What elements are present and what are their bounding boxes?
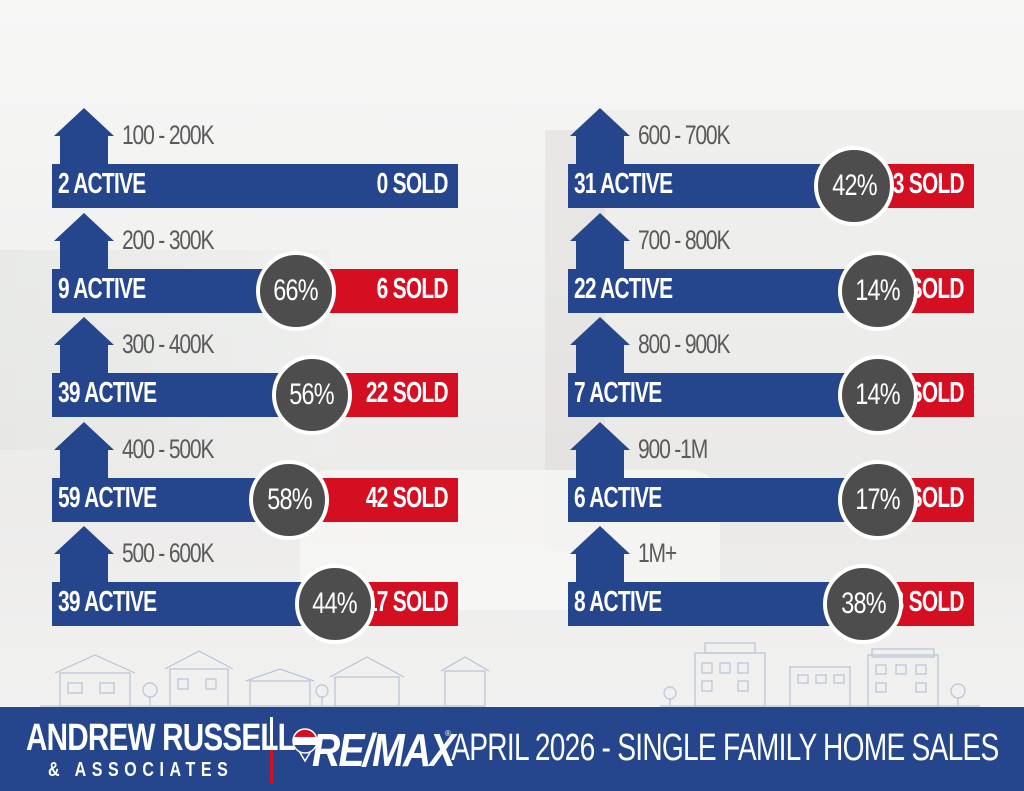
percent-circle: 58% [249, 459, 330, 540]
sold-count-label: 22 SOLD [366, 377, 449, 409]
active-segment [568, 477, 878, 522]
percent-circle: 38% [823, 564, 904, 644]
price-row: 900 -1M 6 ACTIVE 1 SOLD 17% [568, 420, 974, 540]
percent-circle: 17% [838, 459, 918, 540]
percent-circle: 56% [271, 355, 352, 435]
active-sold-bar: 31 ACTIVE 13 SOLD [568, 164, 974, 208]
percent-circle: 14% [838, 250, 918, 331]
brand-subtitle: & ASSOCIATES [48, 759, 234, 781]
active-count-label: 8 ACTIVE [574, 586, 662, 618]
price-row: 700 - 800K 22 ACTIVE 3 SOLD 14% [568, 211, 974, 331]
percent-label: 58% [266, 482, 312, 516]
active-sold-bar: 22 ACTIVE 3 SOLD [568, 268, 974, 313]
price-range-label: 900 -1M [638, 433, 708, 464]
price-range-label: 700 - 800K [638, 224, 731, 255]
percent-label: 42% [831, 169, 877, 202]
active-segment [568, 164, 855, 208]
price-row: 600 - 700K 31 ACTIVE 13 SOLD 42% [568, 106, 974, 226]
price-row: 200 - 300K 9 ACTIVE 6 SOLD 66% [52, 211, 458, 331]
price-range-label: 500 - 600K [122, 538, 215, 568]
price-row: 100 - 200K 2 ACTIVE 0 SOLD [52, 106, 458, 216]
active-segment [52, 268, 296, 313]
price-range-label: 300 - 400K [122, 329, 215, 359]
percent-label: 38% [841, 587, 886, 620]
price-range-label: 600 - 700K [638, 120, 731, 150]
sold-count-label: 17 SOLD [366, 586, 449, 618]
sold-count-label: 42 SOLD [366, 481, 449, 514]
percent-label: 66% [273, 273, 318, 307]
active-count-label: 6 ACTIVE [574, 481, 662, 514]
active-count-label: 39 ACTIVE [58, 377, 157, 409]
active-segment [52, 373, 312, 417]
balloon-logo-icon [292, 728, 318, 763]
percent-label: 17% [855, 482, 901, 516]
active-count-label: 2 ACTIVE [58, 168, 146, 200]
percent-label: 44% [312, 587, 357, 620]
price-row: 500 - 600K 39 ACTIVE 17 SOLD 44% [52, 524, 458, 644]
sold-count-label: 0 SOLD [376, 168, 449, 200]
active-segment [568, 373, 878, 417]
brand-name: ANDREW RUSSELL [26, 717, 296, 759]
active-sold-bar: 39 ACTIVE 17 SOLD [52, 582, 458, 626]
price-range-label: 100 - 200K [122, 120, 215, 150]
price-row: 1M+ 8 ACTIVE 3 SOLD 38% [568, 524, 974, 644]
percent-circle: 14% [838, 355, 918, 435]
active-sold-bar: 6 ACTIVE 1 SOLD [568, 477, 974, 522]
price-row: 400 - 500K 59 ACTIVE 42 SOLD 58% [52, 420, 458, 540]
sold-count-label: 6 SOLD [376, 272, 449, 305]
active-count-label: 7 ACTIVE [574, 377, 662, 409]
city-skyline-illustration [40, 642, 980, 707]
active-count-label: 39 ACTIVE [58, 586, 157, 618]
percent-label: 56% [289, 378, 334, 411]
price-row: 800 - 900K 7 ACTIVE 1 SOLD 14% [568, 315, 974, 435]
percent-label: 14% [855, 378, 901, 411]
footer-divider [270, 717, 273, 783]
sold-count-label: 3 SOLD [892, 586, 965, 618]
price-range-label: 1M+ [638, 538, 677, 568]
remax-logo: RE/MAX [312, 724, 456, 776]
sold-count-label: 13 SOLD [882, 168, 965, 200]
percent-label: 14% [855, 273, 901, 307]
active-count-label: 9 ACTIVE [58, 272, 146, 305]
percent-circle: 42% [814, 146, 895, 226]
footer-bar: ANDREW RUSSELL & ASSOCIATES RE/MAX ® APR… [0, 707, 1024, 791]
active-count-label: 59 ACTIVE [58, 481, 157, 514]
active-segment [52, 582, 335, 626]
active-sold-bar: 39 ACTIVE 22 SOLD [52, 373, 458, 417]
price-row: 300 - 400K 39 ACTIVE 22 SOLD 56% [52, 315, 458, 435]
active-segment [568, 582, 864, 626]
percent-circle: 44% [294, 564, 375, 644]
percent-circle: 66% [255, 250, 336, 331]
active-count-label: 22 ACTIVE [574, 272, 673, 305]
registered-mark: ® [445, 729, 451, 738]
active-count-label: 31 ACTIVE [574, 168, 673, 200]
active-sold-bar: 2 ACTIVE 0 SOLD [52, 164, 458, 208]
price-range-label: 800 - 900K [638, 329, 731, 359]
price-range-label: 400 - 500K [122, 433, 215, 464]
active-segment [568, 268, 878, 313]
active-segment [52, 164, 458, 208]
active-sold-bar: 8 ACTIVE 3 SOLD [568, 582, 974, 626]
price-range-label: 200 - 300K [122, 224, 215, 255]
report-title: APRIL 2026 - SINGLE FAMILY HOME SALES [450, 727, 999, 769]
